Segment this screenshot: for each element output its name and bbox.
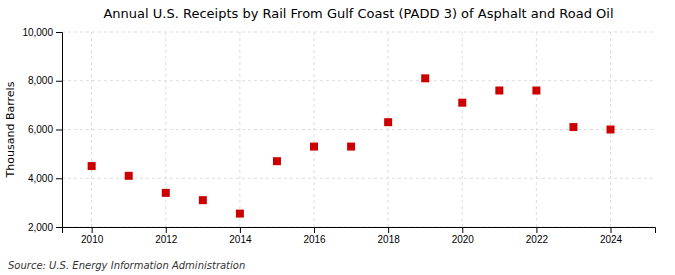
point: [607, 126, 615, 134]
tick-mark: [388, 227, 389, 233]
tick-mark: [56, 81, 62, 82]
tick-mark: [56, 32, 62, 33]
tick-mark: [56, 178, 62, 179]
grid-line: [91, 32, 92, 227]
tick-mark: [56, 227, 62, 228]
point: [458, 99, 466, 107]
grid-line: [536, 32, 537, 227]
grid-line: [62, 129, 655, 130]
tick: 2014: [229, 227, 252, 245]
tick: 2020: [452, 227, 475, 245]
point: [569, 123, 577, 131]
tick-label: 2014: [229, 234, 252, 245]
grid-line: [388, 32, 389, 227]
tick: 2024: [600, 227, 623, 245]
tick: 2022: [526, 227, 549, 245]
tick-label: 2,000: [28, 222, 53, 233]
tick-label: 10,000: [22, 27, 53, 38]
tick: 8,000: [28, 75, 62, 86]
axis-line: [63, 228, 656, 234]
point: [384, 118, 392, 126]
x-axis: 2010 2012 2014 2016 2018 2020 2022 2024: [63, 227, 656, 245]
tick-mark: [462, 227, 463, 233]
tick-label: 2012: [155, 234, 178, 245]
points: [88, 74, 615, 217]
grid-line: [62, 178, 655, 179]
point: [125, 172, 133, 180]
chart: 2010 2012 2014 2016 2018 2020 2022 2024 2,000 4,0…: [0, 0, 675, 275]
point: [236, 210, 244, 218]
point: [532, 87, 540, 95]
tick: 2012: [155, 227, 178, 245]
grid: [62, 32, 655, 227]
tick-mark: [611, 227, 612, 233]
tick-label: 2022: [526, 234, 549, 245]
point: [310, 143, 318, 151]
grid-line: [62, 80, 655, 81]
title: Annual U.S. Receipts by Rail From Gulf C…: [103, 6, 613, 21]
tick: 2010: [81, 227, 104, 245]
tick-label: 2020: [452, 234, 475, 245]
source: Source: U.S. Energy Information Administ…: [8, 260, 245, 271]
tick-label: 6,000: [28, 124, 53, 135]
tick: 10,000: [22, 27, 62, 38]
y-axis: 2,000 4,000 6,000 8,000 10,000: [22, 27, 62, 233]
point: [495, 87, 503, 95]
axis-line: [56, 33, 63, 228]
tick: 4,000: [28, 173, 62, 184]
tick-label: 2016: [303, 234, 326, 245]
tick-mark: [56, 130, 62, 131]
tick-label: 4,000: [28, 173, 53, 184]
tick-mark: [92, 227, 93, 233]
tick-mark: [240, 227, 241, 233]
tick-label: 2018: [378, 234, 401, 245]
point: [88, 162, 96, 170]
point: [347, 143, 355, 151]
grid-line: [462, 32, 463, 227]
point: [421, 74, 429, 82]
tick: 2016: [303, 227, 326, 245]
tick: 2018: [378, 227, 401, 245]
grid-line: [239, 32, 240, 227]
plot: 2010 2012 2014 2016 2018 2020 2022 2024 2,000 4,0…: [22, 27, 655, 245]
point: [162, 189, 170, 197]
grid-line: [314, 32, 315, 227]
tick: 6,000: [28, 124, 62, 135]
grid-line: [165, 32, 166, 227]
tick-mark: [536, 227, 537, 233]
tick-mark: [166, 227, 167, 233]
y-axis-label: Thousand Barrels: [4, 81, 17, 178]
tick-label: 2024: [600, 234, 623, 245]
tick: 2,000: [28, 222, 62, 233]
point: [273, 157, 281, 165]
tick-mark: [314, 227, 315, 233]
grid-line: [62, 32, 655, 33]
tick-label: 8,000: [28, 75, 53, 86]
point: [199, 196, 207, 204]
tick-label: 2010: [81, 234, 104, 245]
